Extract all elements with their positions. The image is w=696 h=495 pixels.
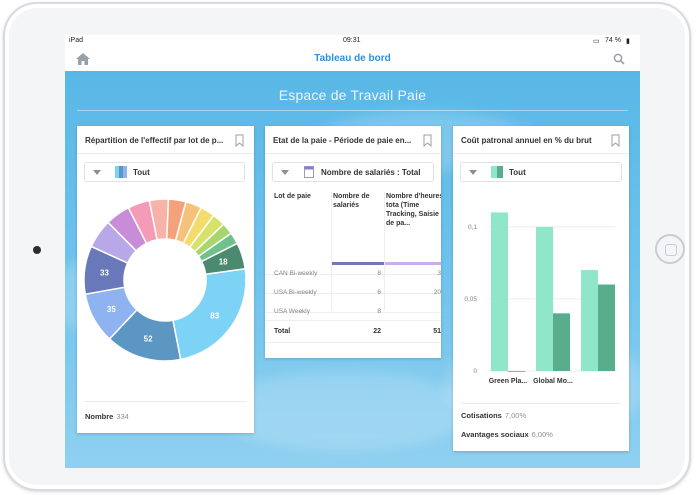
- footer-value: 7,00%: [504, 411, 527, 420]
- bar[interactable]: [598, 284, 615, 372]
- footer-contributions: Cotisations 7,00%: [461, 411, 526, 420]
- bookmark-icon[interactable]: [423, 134, 432, 147]
- app-screen: iPad 09:31 ▭ 74 % ▮ Tableau de bord Espa…: [65, 35, 640, 468]
- col-header-hours: Nombre d'heures tota (Time Tracking, Sai…: [386, 193, 441, 227]
- footer-benefits: Avantages sociaux 6,00%: [461, 430, 553, 439]
- donut-chart[interactable]: 83 52 35 33 18: [77, 186, 254, 376]
- donut-slice-label: 33: [100, 268, 109, 277]
- ipad-frame: iPad 09:31 ▭ 74 % ▮ Tableau de bord Espa…: [3, 2, 691, 491]
- category-label: Global Mo...: [533, 378, 573, 385]
- card-title: Répartition de l'effectif par lot de p..…: [85, 136, 224, 145]
- col-header-lot: Lot de paie: [274, 193, 311, 200]
- card-employer-cost: Coût patronal annuel en % du brut Tout 0…: [453, 126, 629, 451]
- bar[interactable]: [553, 313, 570, 371]
- donut-slice[interactable]: [172, 267, 247, 361]
- row-lot: CAN Bi-weekly: [274, 270, 318, 277]
- donut-slice-label: 52: [144, 335, 153, 344]
- bar-chart[interactable]: 0 0,05 0,1 Green Pla... Global Mo...: [453, 190, 629, 400]
- card-headcount-distribution: Répartition de l'effectif par lot de p..…: [77, 126, 254, 433]
- workspace-title: Espace de Travail Paie: [278, 87, 427, 103]
- filter-color-icon: [115, 166, 127, 178]
- home-button[interactable]: [655, 234, 685, 264]
- filter-color-icon: [491, 166, 503, 178]
- donut-slice-label: 83: [210, 311, 219, 320]
- device-label: iPad: [69, 37, 84, 44]
- y-tick-label: 0,1: [468, 224, 477, 231]
- status-bar: iPad 09:31 ▭ 74 % ▮: [65, 35, 640, 47]
- donut-slice[interactable]: [200, 242, 247, 276]
- filter-doc-icon: [304, 166, 314, 178]
- bar[interactable]: [508, 371, 525, 372]
- page-title: Tableau de bord: [314, 53, 391, 64]
- home-icon[interactable]: [75, 52, 91, 66]
- y-tick-label: 0,05: [464, 296, 477, 303]
- row-hours: 20: [433, 289, 441, 296]
- screen-mirror-icon: ▭: [593, 38, 600, 45]
- data-table[interactable]: Lot de paie Nombre de salariés Nombre d'…: [265, 192, 441, 358]
- bookmark-icon[interactable]: [611, 134, 620, 147]
- footer-label: Cotisations: [461, 411, 502, 420]
- battery-percent: 74 %: [605, 37, 621, 44]
- column-bar: [385, 262, 441, 265]
- chevron-down-icon: [281, 170, 289, 175]
- donut-slice-label: 18: [219, 258, 228, 267]
- filter-dropdown[interactable]: Nombre de salariés : Total: [272, 162, 434, 182]
- search-icon[interactable]: [613, 53, 625, 65]
- footer-count: Nombre 334: [85, 412, 129, 421]
- row-salaries: 8: [377, 308, 381, 315]
- nav-bar: Tableau de bord: [65, 47, 640, 72]
- clock: 09:31: [343, 37, 361, 44]
- bar[interactable]: [581, 270, 598, 371]
- category-label: Green Pla...: [489, 378, 528, 385]
- battery-icon: ▮: [626, 38, 630, 45]
- bookmark-icon[interactable]: [235, 134, 244, 147]
- row-hours: 3: [437, 270, 441, 277]
- filter-dropdown[interactable]: Tout: [84, 162, 245, 182]
- col-header-salaries: Nombre de salariés: [333, 193, 370, 209]
- column-bar: [332, 262, 384, 265]
- footer-label: Nombre: [85, 412, 114, 421]
- y-tick-label: 0: [473, 368, 477, 375]
- card-title: Coût patronal annuel en % du brut: [461, 136, 592, 145]
- filter-label: Nombre de salariés : Total: [321, 168, 421, 177]
- card-payroll-status: Etat de la paie - Période de paie en... …: [265, 126, 441, 358]
- front-camera: [33, 246, 41, 254]
- total-label: Total: [274, 328, 291, 335]
- card-title: Etat de la paie - Période de paie en...: [273, 136, 412, 145]
- footer-value: 6,00%: [531, 430, 553, 439]
- row-salaries: 6: [377, 289, 381, 296]
- bar[interactable]: [536, 226, 553, 371]
- bar[interactable]: [491, 212, 508, 371]
- total-salaries: 22: [373, 328, 381, 335]
- row-salaries: 8: [377, 270, 381, 277]
- chevron-down-icon: [93, 170, 101, 175]
- donut-slice-label: 35: [107, 305, 116, 314]
- row-lot: USA Bi-weekly: [274, 289, 317, 296]
- filter-label: Tout: [509, 168, 526, 177]
- row-lot: USA Weekly: [274, 308, 311, 315]
- footer-label: Avantages sociaux: [461, 430, 529, 439]
- footer-value: 334: [116, 412, 129, 421]
- filter-dropdown[interactable]: Tout: [460, 162, 622, 182]
- filter-label: Tout: [133, 168, 150, 177]
- chevron-down-icon: [469, 170, 477, 175]
- workspace-divider: [77, 110, 628, 111]
- total-hours: 51: [433, 328, 441, 335]
